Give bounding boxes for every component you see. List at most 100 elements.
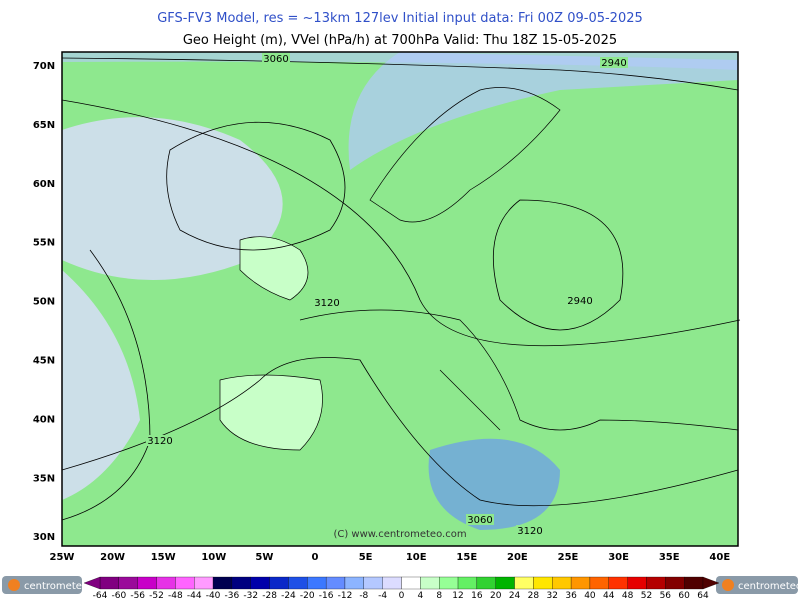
colorbar-box <box>589 576 609 590</box>
contour-label-bg <box>466 514 494 525</box>
contour-label: 2940 <box>601 58 626 69</box>
colorbar-label: 28 <box>528 591 540 600</box>
lat-label: 70N <box>33 61 55 72</box>
colorbar-label: -56 <box>130 591 145 600</box>
colorbar-box <box>608 576 628 590</box>
colorbar-label: 56 <box>660 591 672 600</box>
colorbar-box <box>382 576 402 590</box>
field-area <box>428 438 560 530</box>
colorbar-label: -40 <box>206 591 221 600</box>
colorbar-box <box>570 576 591 590</box>
colorbar-box <box>457 576 478 590</box>
logo-text: centrometeo <box>24 581 88 592</box>
lon-label: 15W <box>151 552 176 563</box>
colorbar-label: 64 <box>697 591 709 600</box>
colorbar-label: -36 <box>225 591 240 600</box>
logo-icon <box>8 579 20 591</box>
lon-label: 10E <box>406 552 427 563</box>
colorbar-box <box>344 576 364 590</box>
colorbar-label: -28 <box>262 591 277 600</box>
lon-label: 20W <box>100 552 125 563</box>
colorbar-box <box>118 576 138 590</box>
contour-line <box>492 199 624 331</box>
colorbar-box <box>307 576 327 590</box>
field-area <box>62 270 140 500</box>
colorbar-label: 48 <box>622 591 634 600</box>
field-area <box>62 117 283 280</box>
colorbar-box <box>99 576 119 590</box>
contour-line <box>61 249 151 521</box>
colorbar-box <box>231 576 251 590</box>
contour-label-bg <box>566 295 594 306</box>
colorbar-box <box>476 576 496 590</box>
colorbar-label: 8 <box>436 591 442 600</box>
title-line-1: GFS-FV3 Model, res = ~13km 127lev Initia… <box>157 11 643 26</box>
logo-box <box>716 576 798 594</box>
colorbar-box <box>627 576 647 590</box>
colorbar-label: -52 <box>149 591 164 600</box>
colorbar-box <box>552 576 572 590</box>
lon-label: 0 <box>312 552 319 563</box>
colorbar-box <box>175 576 195 590</box>
colorbar-box <box>269 576 289 590</box>
contour-line <box>166 121 346 251</box>
logo-right: centrometeo <box>716 576 800 594</box>
contour-line <box>61 99 741 347</box>
colorbar-box <box>363 576 383 590</box>
colorbar-box <box>420 576 440 590</box>
coastline <box>239 236 309 301</box>
colorbar-box <box>533 576 553 590</box>
credit: (C) www.centrometeo.com <box>333 529 466 540</box>
colorbar-label: -8 <box>359 591 368 600</box>
colorbar-box <box>250 576 270 590</box>
colorbar-label: 16 <box>471 591 483 600</box>
contour-line <box>61 357 739 507</box>
contour-label: 3120 <box>517 526 542 537</box>
coastline <box>439 369 501 431</box>
contour-label: 3120 <box>147 436 172 447</box>
contour-label-bg <box>313 297 341 308</box>
lat-label: 65N <box>33 120 55 131</box>
logo-icon <box>722 579 734 591</box>
map-frame <box>61 51 739 547</box>
lon-label: 10W <box>201 552 226 563</box>
colorbar-label: -16 <box>319 591 334 600</box>
colorbar-arrow <box>83 576 101 590</box>
contour-label-bg <box>262 53 290 64</box>
field-area <box>62 52 738 70</box>
lon-label: 20E <box>507 552 528 563</box>
colorbar-box <box>288 576 308 590</box>
lon-label: 35E <box>659 552 680 563</box>
colorbar-label: 36 <box>565 591 577 600</box>
contour-label: 3120 <box>314 298 339 309</box>
lon-label: 15E <box>456 552 477 563</box>
colorbar-label: 4 <box>417 591 423 600</box>
colorbar-label: -48 <box>168 591 183 600</box>
contour-label: 3060 <box>467 515 492 526</box>
colorbar-box <box>684 576 704 590</box>
colorbar-label: 32 <box>547 591 558 600</box>
colorbar-box <box>514 576 534 590</box>
logo-text: centrometeo <box>738 581 800 592</box>
contour-label: 2940 <box>567 296 592 307</box>
colorbar-label: -12 <box>338 591 353 600</box>
title-line-2: Geo Height (m), VVel (hPa/h) at 700hPa V… <box>183 33 617 48</box>
coastline <box>299 309 739 431</box>
colorbar-box <box>137 576 157 590</box>
lon-label: 40E <box>709 552 730 563</box>
lat-label: 55N <box>33 238 55 249</box>
contour-line <box>61 57 739 91</box>
colorbar-label: -4 <box>378 591 387 600</box>
lat-label: 35N <box>33 473 55 484</box>
colorbar-box <box>325 576 346 590</box>
colorbar-label: -60 <box>111 591 126 600</box>
colorbar-label: 24 <box>509 591 521 600</box>
colorbar-box <box>495 576 515 590</box>
colorbar-arrow <box>702 576 720 590</box>
colorbar-box <box>665 576 685 590</box>
colorbar-label: -64 <box>93 591 108 600</box>
colorbar-label: -44 <box>187 591 202 600</box>
colorbar-label: 12 <box>452 591 463 600</box>
contour-label-bg <box>516 525 544 536</box>
lon-label: 5E <box>359 552 373 563</box>
